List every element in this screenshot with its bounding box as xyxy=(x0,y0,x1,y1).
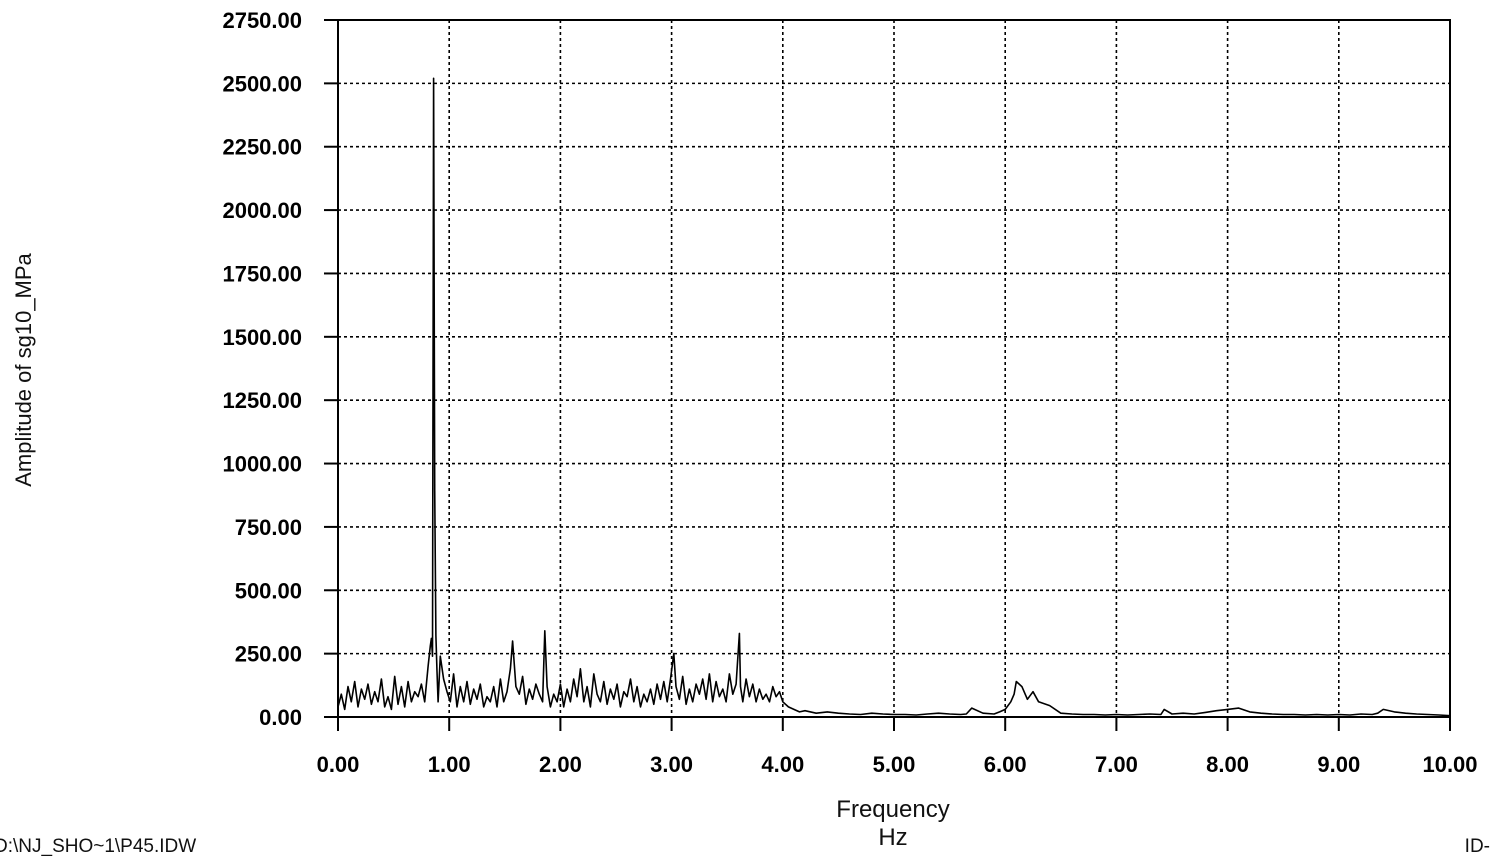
x-axis-unit: Hz xyxy=(878,824,908,851)
x-tick-label: 7.00 xyxy=(1095,752,1138,777)
x-axis-title: Frequency xyxy=(836,796,950,823)
x-tick-labels: 0.00 1.00 2.00 3.00 4.00 5.00 6.00 7.00 8.00 9.00… xyxy=(317,752,1478,777)
y-tick-label: 2000.00 xyxy=(222,198,302,223)
y-tick-label: 0.00 xyxy=(259,705,302,730)
y-tick-label: 500.00 xyxy=(235,578,302,603)
file-path-label: D:\NJ_SHO~1\P45.IDW xyxy=(0,836,197,857)
y-tick-label: 1500.00 xyxy=(222,325,302,350)
x-axis-label: Frequency Hz xyxy=(836,796,949,852)
x-tick-label: 5.00 xyxy=(873,752,916,777)
plot-frame xyxy=(337,19,1451,718)
y-tick-label: 1000.00 xyxy=(222,452,302,477)
x-tick-label: 10.00 xyxy=(1422,752,1477,777)
id-label: ID- xyxy=(1464,836,1490,857)
y-tick-label: 750.00 xyxy=(235,515,302,540)
y-tick-label: 250.00 xyxy=(235,642,302,667)
x-tick-label: 3.00 xyxy=(650,752,693,777)
x-tick-label: 9.00 xyxy=(1317,752,1360,777)
y-tick-labels: 0.00 250.00 500.00 750.00 1000.00 1250.00 1500… xyxy=(222,8,302,730)
y-tick-label: 1250.00 xyxy=(222,388,302,413)
x-tick-label: 4.00 xyxy=(761,752,804,777)
x-tick-label: 2.00 xyxy=(539,752,582,777)
grid-lines xyxy=(338,20,1450,717)
x-tick-label: 0.00 xyxy=(317,752,360,777)
x-tick-label: 1.00 xyxy=(428,752,471,777)
y-tick-label: 2500.00 xyxy=(222,71,302,96)
axis-ticks xyxy=(324,19,1451,731)
x-tick-label: 6.00 xyxy=(984,752,1027,777)
y-tick-label: 1750.00 xyxy=(222,261,302,286)
amplitude-series-line xyxy=(337,77,1451,717)
y-tick-label: 2750.00 xyxy=(222,8,302,33)
y-tick-label: 2250.00 xyxy=(222,135,302,160)
y-axis-label: Amplitude of sg10_MPa xyxy=(11,253,36,487)
x-tick-label: 8.00 xyxy=(1206,752,1249,777)
